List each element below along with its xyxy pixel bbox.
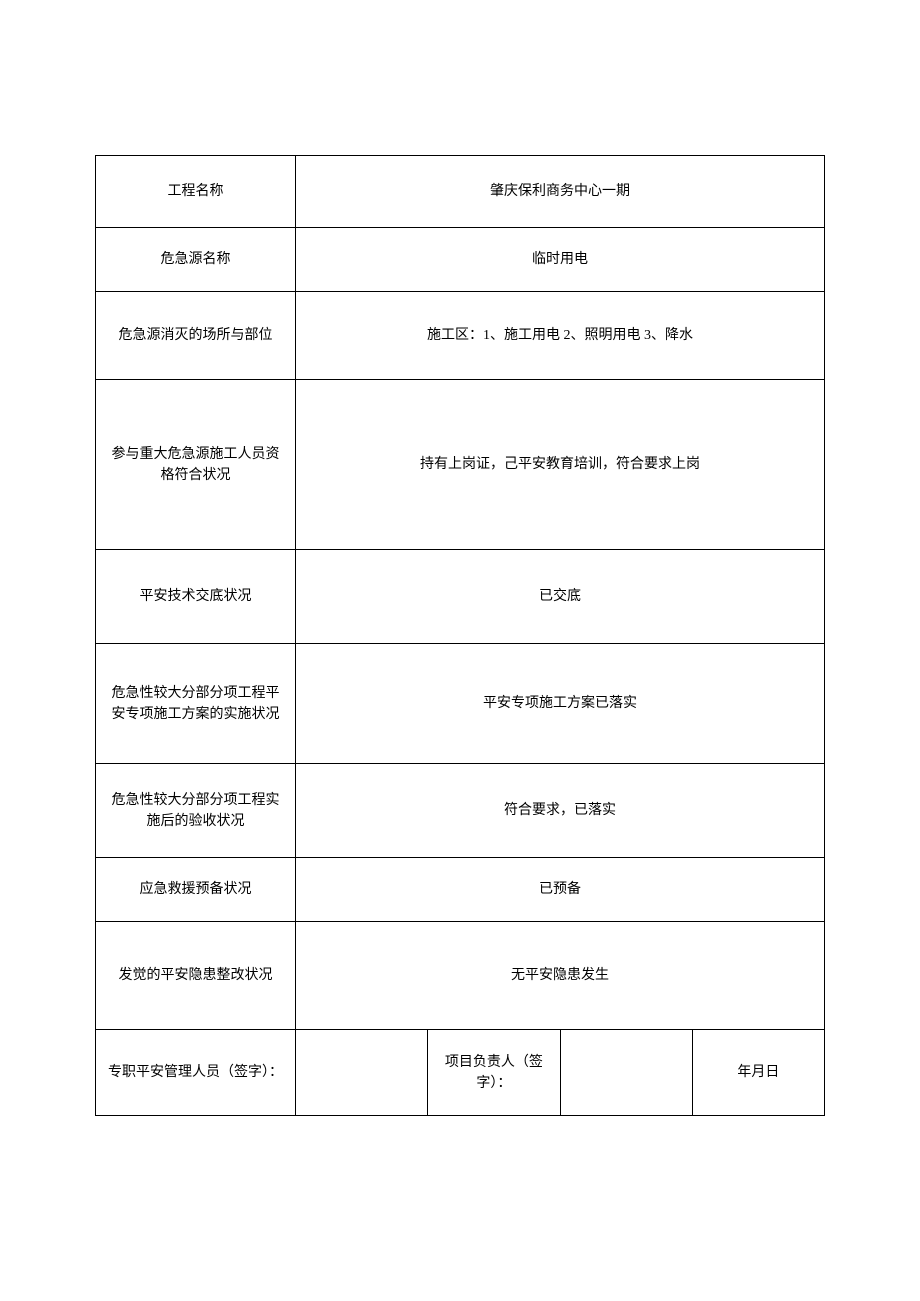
table-row: 危急源消灭的场所与部位 施工区：1、施工用电 2、照明用电 3、降水 (96, 292, 825, 380)
safety-manager-signature-value[interactable] (296, 1030, 428, 1116)
project-leader-signature-value[interactable] (560, 1030, 692, 1116)
table-row: 危急性较大分部分项工程平安专项施工方案的实施状况 平安专项施工方案已落实 (96, 644, 825, 764)
hazard-source-form-table: 工程名称 肇庆保利商务中心一期 危急源名称 临时用电 危急源消灭的场所与部位 施… (95, 155, 825, 1116)
hazard-rectification-value: 无平安隐患发生 (296, 922, 825, 1030)
safety-disclosure-value: 已交底 (296, 550, 825, 644)
special-construction-plan-label: 危急性较大分部分项工程平安专项施工方案的实施状况 (96, 644, 296, 764)
table-row: 应急救援预备状况 已预备 (96, 858, 825, 922)
table-row: 工程名称 肇庆保利商务中心一期 (96, 156, 825, 228)
acceptance-status-value: 符合要求，已落实 (296, 764, 825, 858)
table-row: 平安技术交底状况 已交底 (96, 550, 825, 644)
hazard-location-label: 危急源消灭的场所与部位 (96, 292, 296, 380)
table-row: 参与重大危急源施工人员资格符合状况 持有上岗证，己平安教育培训，符合要求上岗 (96, 380, 825, 550)
date-label: 年月日 (692, 1030, 824, 1116)
emergency-prep-value: 已预备 (296, 858, 825, 922)
signature-row: 专职平安管理人员（签字）： 项目负责人（签字）： 年月日 (96, 1030, 825, 1116)
hazard-rectification-label: 发觉的平安隐患整改状况 (96, 922, 296, 1030)
acceptance-status-label: 危急性较大分部分项工程实施后的验收状况 (96, 764, 296, 858)
hazard-source-name-label: 危急源名称 (96, 228, 296, 292)
safety-disclosure-label: 平安技术交底状况 (96, 550, 296, 644)
emergency-prep-label: 应急救援预备状况 (96, 858, 296, 922)
personnel-qualification-value: 持有上岗证，己平安教育培训，符合要求上岗 (296, 380, 825, 550)
project-leader-signature-label: 项目负责人（签字）： (428, 1030, 560, 1116)
project-name-value: 肇庆保利商务中心一期 (296, 156, 825, 228)
project-name-label: 工程名称 (96, 156, 296, 228)
personnel-qualification-label: 参与重大危急源施工人员资格符合状况 (96, 380, 296, 550)
table-row: 危急源名称 临时用电 (96, 228, 825, 292)
hazard-location-value: 施工区：1、施工用电 2、照明用电 3、降水 (296, 292, 825, 380)
table-row: 发觉的平安隐患整改状况 无平安隐患发生 (96, 922, 825, 1030)
table-row: 危急性较大分部分项工程实施后的验收状况 符合要求，已落实 (96, 764, 825, 858)
special-construction-plan-value: 平安专项施工方案已落实 (296, 644, 825, 764)
safety-manager-signature-label: 专职平安管理人员（签字）： (96, 1030, 296, 1116)
hazard-source-name-value: 临时用电 (296, 228, 825, 292)
